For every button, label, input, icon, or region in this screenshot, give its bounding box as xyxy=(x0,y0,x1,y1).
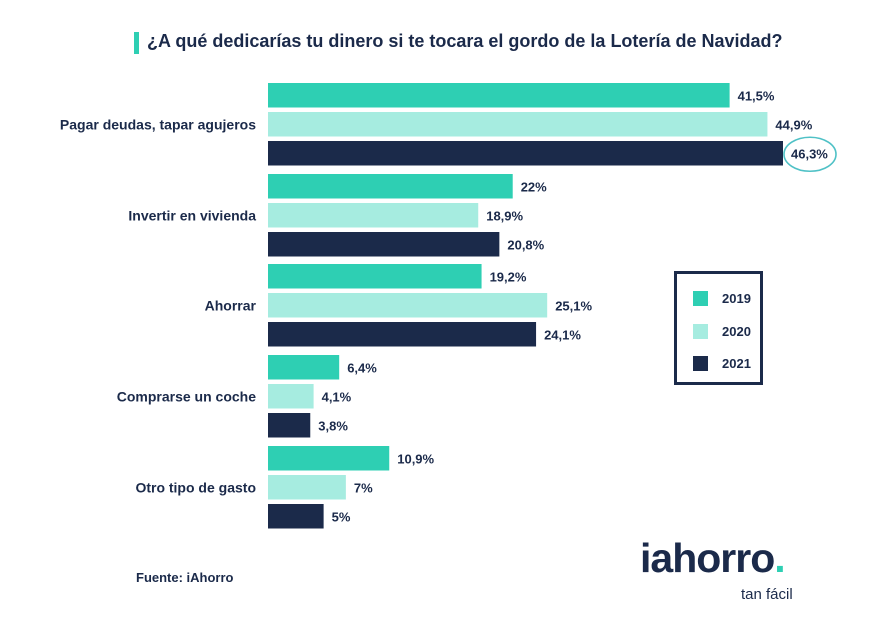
bar-2019 xyxy=(268,264,482,289)
bar-2019 xyxy=(268,446,390,471)
bar-2021 xyxy=(268,232,500,257)
legend-item-2019: 2019 xyxy=(693,291,751,306)
bar-2019 xyxy=(268,355,340,380)
legend-label-2019: 2019 xyxy=(722,291,751,306)
logo-dot: . xyxy=(774,535,785,581)
chart-title: ¿A qué dedicarías tu dinero si te tocara… xyxy=(147,31,783,51)
category-label: Otro tipo de gasto xyxy=(135,479,256,495)
value-label: 4,1% xyxy=(322,389,352,404)
bar-2019 xyxy=(268,174,513,199)
value-label: 3,8% xyxy=(318,418,348,433)
value-label: 7% xyxy=(354,480,373,495)
bar-2021 xyxy=(268,504,324,529)
value-label: 6,4% xyxy=(347,360,377,375)
category-label: Invertir en vivienda xyxy=(128,207,256,223)
legend-label-2020: 2020 xyxy=(722,324,751,339)
legend-swatch-2020 xyxy=(693,324,708,339)
value-label: 24,1% xyxy=(544,327,581,342)
bar-2019 xyxy=(268,83,730,108)
bar-2021 xyxy=(268,413,311,438)
value-label: 44,9% xyxy=(775,117,812,132)
bar-2020 xyxy=(268,293,548,318)
legend-swatch-2019 xyxy=(693,291,708,306)
bar-2020 xyxy=(268,203,479,228)
value-label: 41,5% xyxy=(738,88,775,103)
value-label: 46,3% xyxy=(791,146,828,161)
bar-2020 xyxy=(268,384,314,409)
source-note: Fuente: iAhorro xyxy=(136,570,234,585)
legend-item-2020: 2020 xyxy=(693,324,751,339)
logo-tagline: tan fácil xyxy=(741,586,793,603)
iahorro-logo: iahorro. xyxy=(640,535,786,581)
legend-swatch-2021 xyxy=(693,356,708,371)
value-label: 5% xyxy=(332,509,351,524)
bar-2020 xyxy=(268,112,768,137)
logo-text: iahorro xyxy=(640,535,775,581)
value-label: 18,9% xyxy=(486,208,523,223)
value-label: 19,2% xyxy=(490,269,527,284)
value-label: 20,8% xyxy=(507,237,544,252)
bar-2020 xyxy=(268,475,346,500)
value-label: 10,9% xyxy=(397,451,434,466)
value-label: 25,1% xyxy=(555,298,592,313)
bar-2021 xyxy=(268,141,783,166)
title-accent-bar xyxy=(134,32,139,54)
category-label: Ahorrar xyxy=(205,297,257,313)
value-label: 22% xyxy=(521,179,547,194)
legend-label-2021: 2021 xyxy=(722,356,751,371)
bar-2021 xyxy=(268,322,537,347)
legend-item-2021: 2021 xyxy=(693,356,751,371)
category-label: Comprarse un coche xyxy=(117,388,256,404)
highlight-ellipse xyxy=(783,136,837,173)
category-label: Pagar deudas, tapar agujeros xyxy=(60,116,256,132)
legend: 2019 2020 2021 xyxy=(674,271,763,385)
